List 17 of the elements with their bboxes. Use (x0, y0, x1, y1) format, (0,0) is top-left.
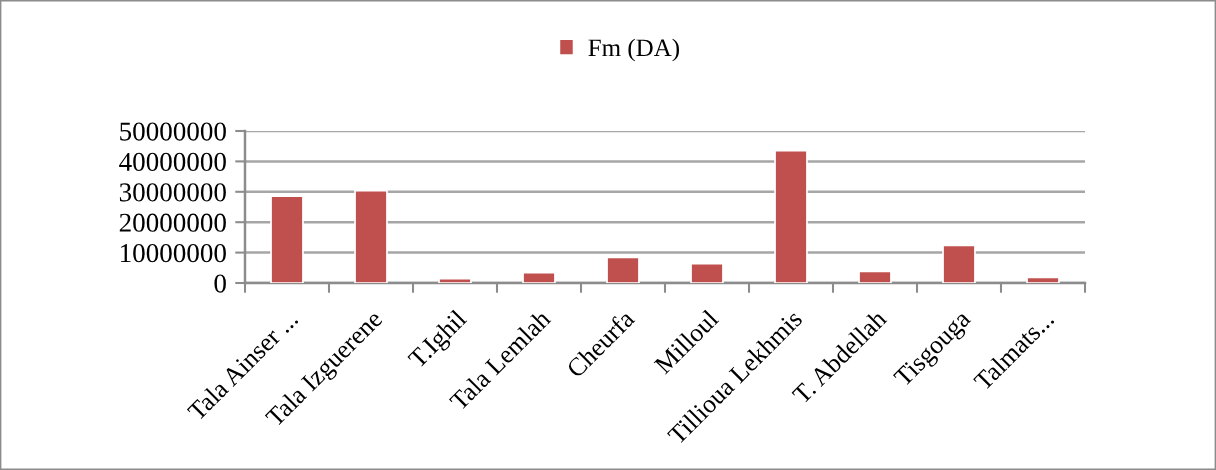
bar (858, 270, 892, 283)
y-tick-label: 50000000 (120, 122, 226, 141)
bar (270, 195, 304, 283)
bar (1026, 276, 1060, 283)
y-tick-label: 10000000 (120, 243, 226, 263)
bar (606, 256, 640, 283)
y-tick-label: 20000000 (119, 213, 226, 232)
bar (354, 189, 388, 283)
legend-label: Fm (DA) (588, 38, 679, 62)
y-tick-label: 30000000 (119, 183, 226, 202)
bar (774, 149, 808, 283)
y-tick-label: 0 (214, 274, 226, 293)
y-tick-label: 40000000 (119, 152, 226, 172)
bar (522, 271, 556, 283)
bar (942, 244, 976, 283)
bar (690, 262, 724, 283)
bar (438, 277, 472, 283)
